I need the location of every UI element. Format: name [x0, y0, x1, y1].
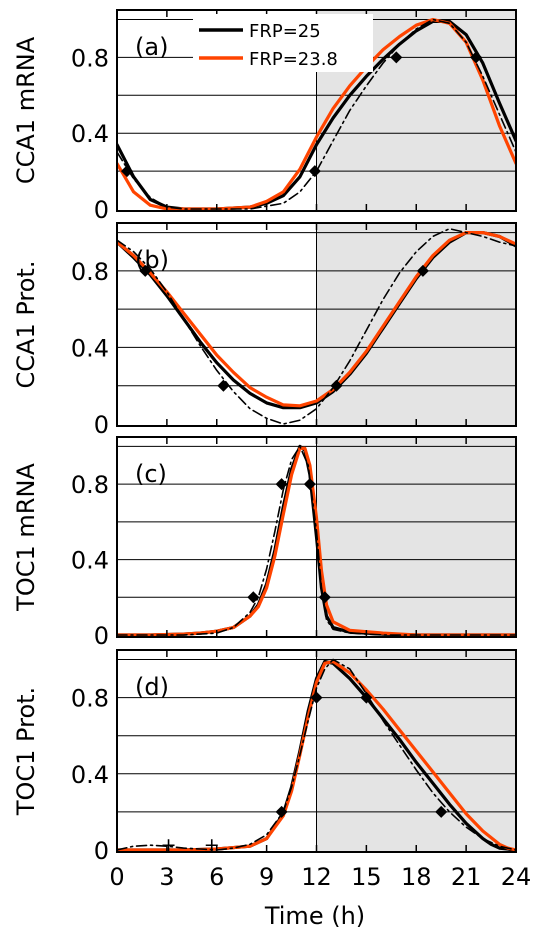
data-point-marker: [318, 591, 331, 604]
legend: FRP=25 FRP=23.8: [193, 14, 373, 72]
data-point-marker: [330, 379, 343, 392]
x-tick-label: 18: [401, 863, 432, 891]
data-point-marker: [217, 379, 230, 392]
x-axis-label: Time (h): [264, 902, 365, 930]
series-group: [117, 658, 516, 852]
y-tick-label: 0.8: [71, 44, 109, 72]
x-tick-label: 9: [259, 863, 274, 891]
y-tick-label: 0.4: [71, 334, 109, 362]
data-point-marker: [247, 591, 260, 604]
series-group: [117, 17, 516, 211]
panel-label: (b): [135, 246, 169, 274]
panel-label: (d): [135, 673, 169, 701]
y-tick-label: 0: [94, 837, 109, 865]
legend-label: FRP=25: [249, 21, 321, 42]
data-point-marker: [275, 805, 288, 818]
x-tick-label: 24: [501, 863, 532, 891]
panel-1: 0 0.4 0.8 CCA1 Prot. (b): [12, 222, 517, 439]
y-tick-label: 0: [94, 411, 109, 439]
y-tick-label: 0: [94, 196, 109, 224]
plus-marker: [205, 839, 218, 852]
data-point-marker: [139, 264, 152, 277]
data-point-marker: [308, 165, 321, 178]
y-tick-label: 0.8: [71, 685, 109, 713]
series-group: [117, 227, 516, 425]
data-point-marker: [275, 478, 288, 491]
y-tick-label: 0.8: [71, 258, 109, 286]
legend-label: FRP=23.8: [249, 49, 338, 70]
x-tick-label: 3: [159, 863, 174, 891]
orange-series-line: [117, 659, 516, 852]
y-axis-label: CCA1 mRNA: [12, 36, 40, 184]
data-point-marker: [416, 264, 429, 277]
data-point-marker: [390, 51, 403, 64]
y-tick-label: 0.4: [71, 761, 109, 789]
x-tick-label: 12: [301, 863, 332, 891]
dashdot-series-line: [117, 18, 516, 210]
y-tick-label: 0.8: [71, 471, 109, 499]
panel-label: (c): [135, 460, 167, 488]
shaded-night-region: [316, 223, 516, 426]
plus-marker: [162, 839, 175, 852]
data-point-marker: [360, 691, 373, 704]
dashdot-series-line: [117, 445, 516, 636]
x-tick-label: 6: [209, 863, 224, 891]
shaded-night-region: [316, 437, 516, 637]
y-tick-label: 0.4: [71, 120, 109, 148]
dashdot-series-line: [117, 658, 516, 851]
y-tick-label: 0: [94, 622, 109, 650]
x-tick-label: 21: [451, 863, 482, 891]
panel-2: 0 0.4 0.8 TOC1 mRNA (c): [12, 436, 517, 650]
orange-series-line: [117, 231, 516, 408]
x-axis: 0 3 6 9 12 15 18 21 24: [109, 863, 531, 891]
y-axis-label: CCA1 Prot.: [12, 261, 40, 389]
panel-label: (a): [135, 33, 168, 61]
data-point-marker: [470, 51, 483, 64]
y-tick-label: 0.4: [71, 547, 109, 575]
data-point-marker: [120, 165, 133, 178]
series-group: [117, 444, 516, 637]
panel-0: 0 0.4 0.8 CCA1 mRNA (a): [12, 9, 517, 224]
data-point-marker: [435, 805, 448, 818]
x-tick-label: 15: [351, 863, 382, 891]
y-axis-label: TOC1 mRNA: [12, 463, 40, 612]
x-tick-label: 0: [109, 863, 124, 891]
panel-3: 0 0.4 0.8 TOC1 Prot. (d): [12, 649, 517, 865]
data-point-marker: [303, 478, 316, 491]
data-point-marker: [310, 691, 323, 704]
y-axis-label: TOC1 Prot.: [12, 687, 40, 816]
legend-background: [193, 14, 373, 72]
orange-series-line: [117, 446, 516, 637]
dashdot-series-line: [117, 227, 516, 425]
